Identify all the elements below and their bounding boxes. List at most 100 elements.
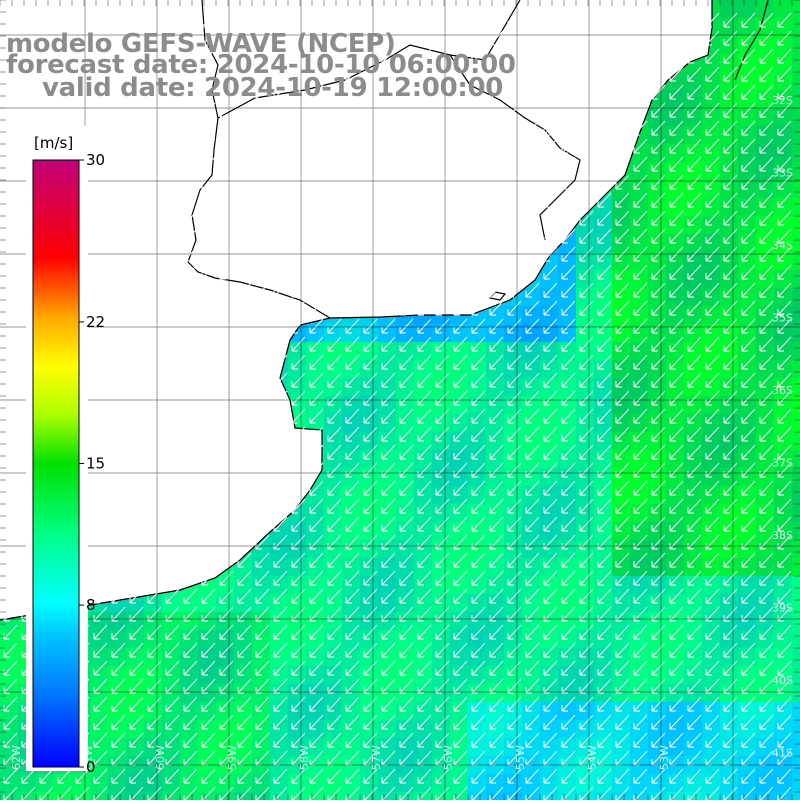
- wind-arrow: [597, 444, 612, 460]
- wind-arrow: [705, 156, 720, 172]
- wind-arrow: [417, 210, 432, 226]
- wind-arrow: [525, 228, 540, 244]
- wind-arrow: [669, 300, 684, 316]
- wind-arrow: [579, 480, 594, 496]
- wind-arrow: [273, 210, 288, 226]
- wind-arrow: [597, 66, 612, 82]
- wind-arrow: [705, 318, 720, 334]
- wind-arrow: [615, 372, 630, 388]
- wind-arrow: [255, 336, 270, 352]
- wind-arrow: [129, 480, 144, 496]
- wind-arrow: [741, 120, 756, 136]
- wind-arrow: [615, 228, 630, 244]
- wind-arrow: [615, 174, 630, 190]
- wind-arrow: [615, 120, 630, 136]
- wind-arrow: [417, 174, 432, 190]
- wind-arrow: [237, 156, 252, 172]
- wind-arrow: [489, 318, 504, 334]
- lon-label: 59W: [226, 745, 239, 770]
- wind-arrow: [507, 228, 522, 244]
- wind-arrow: [183, 120, 198, 136]
- wind-arrow: [579, 210, 594, 226]
- wind-arrow: [399, 318, 414, 334]
- wind-arrow: [21, 48, 36, 64]
- wind-arrow: [237, 318, 252, 334]
- wind-arrow: [3, 282, 18, 298]
- wind-arrow: [183, 264, 198, 280]
- speed-cell: [792, 486, 800, 504]
- wind-arrow: [759, 444, 774, 460]
- wind-arrow: [777, 156, 792, 172]
- speed-cell: [792, 324, 800, 342]
- wind-arrow: [291, 228, 306, 244]
- wind-arrow: [543, 408, 558, 424]
- wind-arrow: [723, 192, 738, 208]
- wind-arrow: [219, 12, 234, 28]
- wind-arrow: [273, 480, 288, 496]
- wind-arrow: [687, 102, 702, 118]
- wind-arrow: [543, 336, 558, 352]
- wind-arrow: [399, 228, 414, 244]
- lon-label: 60W: [154, 745, 167, 770]
- wind-arrow: [507, 84, 522, 100]
- wind-arrow: [579, 426, 594, 442]
- colorbar-gradient: [32, 159, 80, 768]
- wind-arrow: [561, 120, 576, 136]
- wind-arrow: [615, 318, 630, 334]
- wind-arrow: [561, 228, 576, 244]
- wind-arrow: [543, 156, 558, 172]
- wind-arrow: [777, 138, 792, 154]
- wind-arrow: [561, 66, 576, 82]
- wind-arrow: [507, 426, 522, 442]
- wind-arrow: [543, 210, 558, 226]
- wind-arrow: [741, 282, 756, 298]
- wind-arrow: [327, 480, 342, 496]
- wind-arrow: [579, 408, 594, 424]
- wind-arrow: [273, 30, 288, 46]
- wind-arrow: [687, 12, 702, 28]
- wind-arrow: [579, 156, 594, 172]
- wind-arrow: [381, 102, 396, 118]
- wind-arrow: [201, 408, 216, 424]
- wind-arrow: [453, 480, 468, 496]
- wind-arrow: [759, 318, 774, 334]
- wind-arrow: [777, 336, 792, 352]
- wind-arrow: [201, 264, 216, 280]
- wind-arrow: [237, 282, 252, 298]
- wind-arrow: [453, 300, 468, 316]
- wind-arrow: [363, 282, 378, 298]
- wind-arrow: [75, 84, 90, 100]
- wind-arrow: [435, 372, 450, 388]
- wind-arrow: [255, 84, 270, 100]
- wind-arrow: [723, 462, 738, 478]
- wind-arrow: [309, 318, 324, 334]
- wind-arrow: [183, 156, 198, 172]
- wind-arrow: [255, 48, 270, 64]
- wind-arrow: [93, 84, 108, 100]
- wind-arrow: [219, 318, 234, 334]
- wind-arrow: [561, 300, 576, 316]
- wind-arrow: [255, 444, 270, 460]
- wind-arrow: [777, 372, 792, 388]
- wind-arrow: [633, 120, 648, 136]
- wind-arrow: [183, 480, 198, 496]
- speed-cell: [792, 720, 800, 738]
- wind-arrow: [363, 426, 378, 442]
- wind-arrow: [129, 84, 144, 100]
- wind-arrow: [255, 480, 270, 496]
- wind-arrow: [345, 372, 360, 388]
- wind-arrow: [525, 480, 540, 496]
- wind-arrow: [219, 156, 234, 172]
- wind-arrow: [777, 408, 792, 424]
- wind-arrow: [309, 372, 324, 388]
- wind-arrow: [489, 264, 504, 280]
- wind-arrow: [543, 480, 558, 496]
- wind-arrow: [543, 174, 558, 190]
- speed-cell: [792, 270, 800, 288]
- wind-arrow: [669, 138, 684, 154]
- lon-label: 57W: [370, 745, 383, 770]
- wind-arrow: [597, 426, 612, 442]
- wind-arrow: [435, 282, 450, 298]
- wind-arrow: [237, 66, 252, 82]
- wind-arrow: [129, 156, 144, 172]
